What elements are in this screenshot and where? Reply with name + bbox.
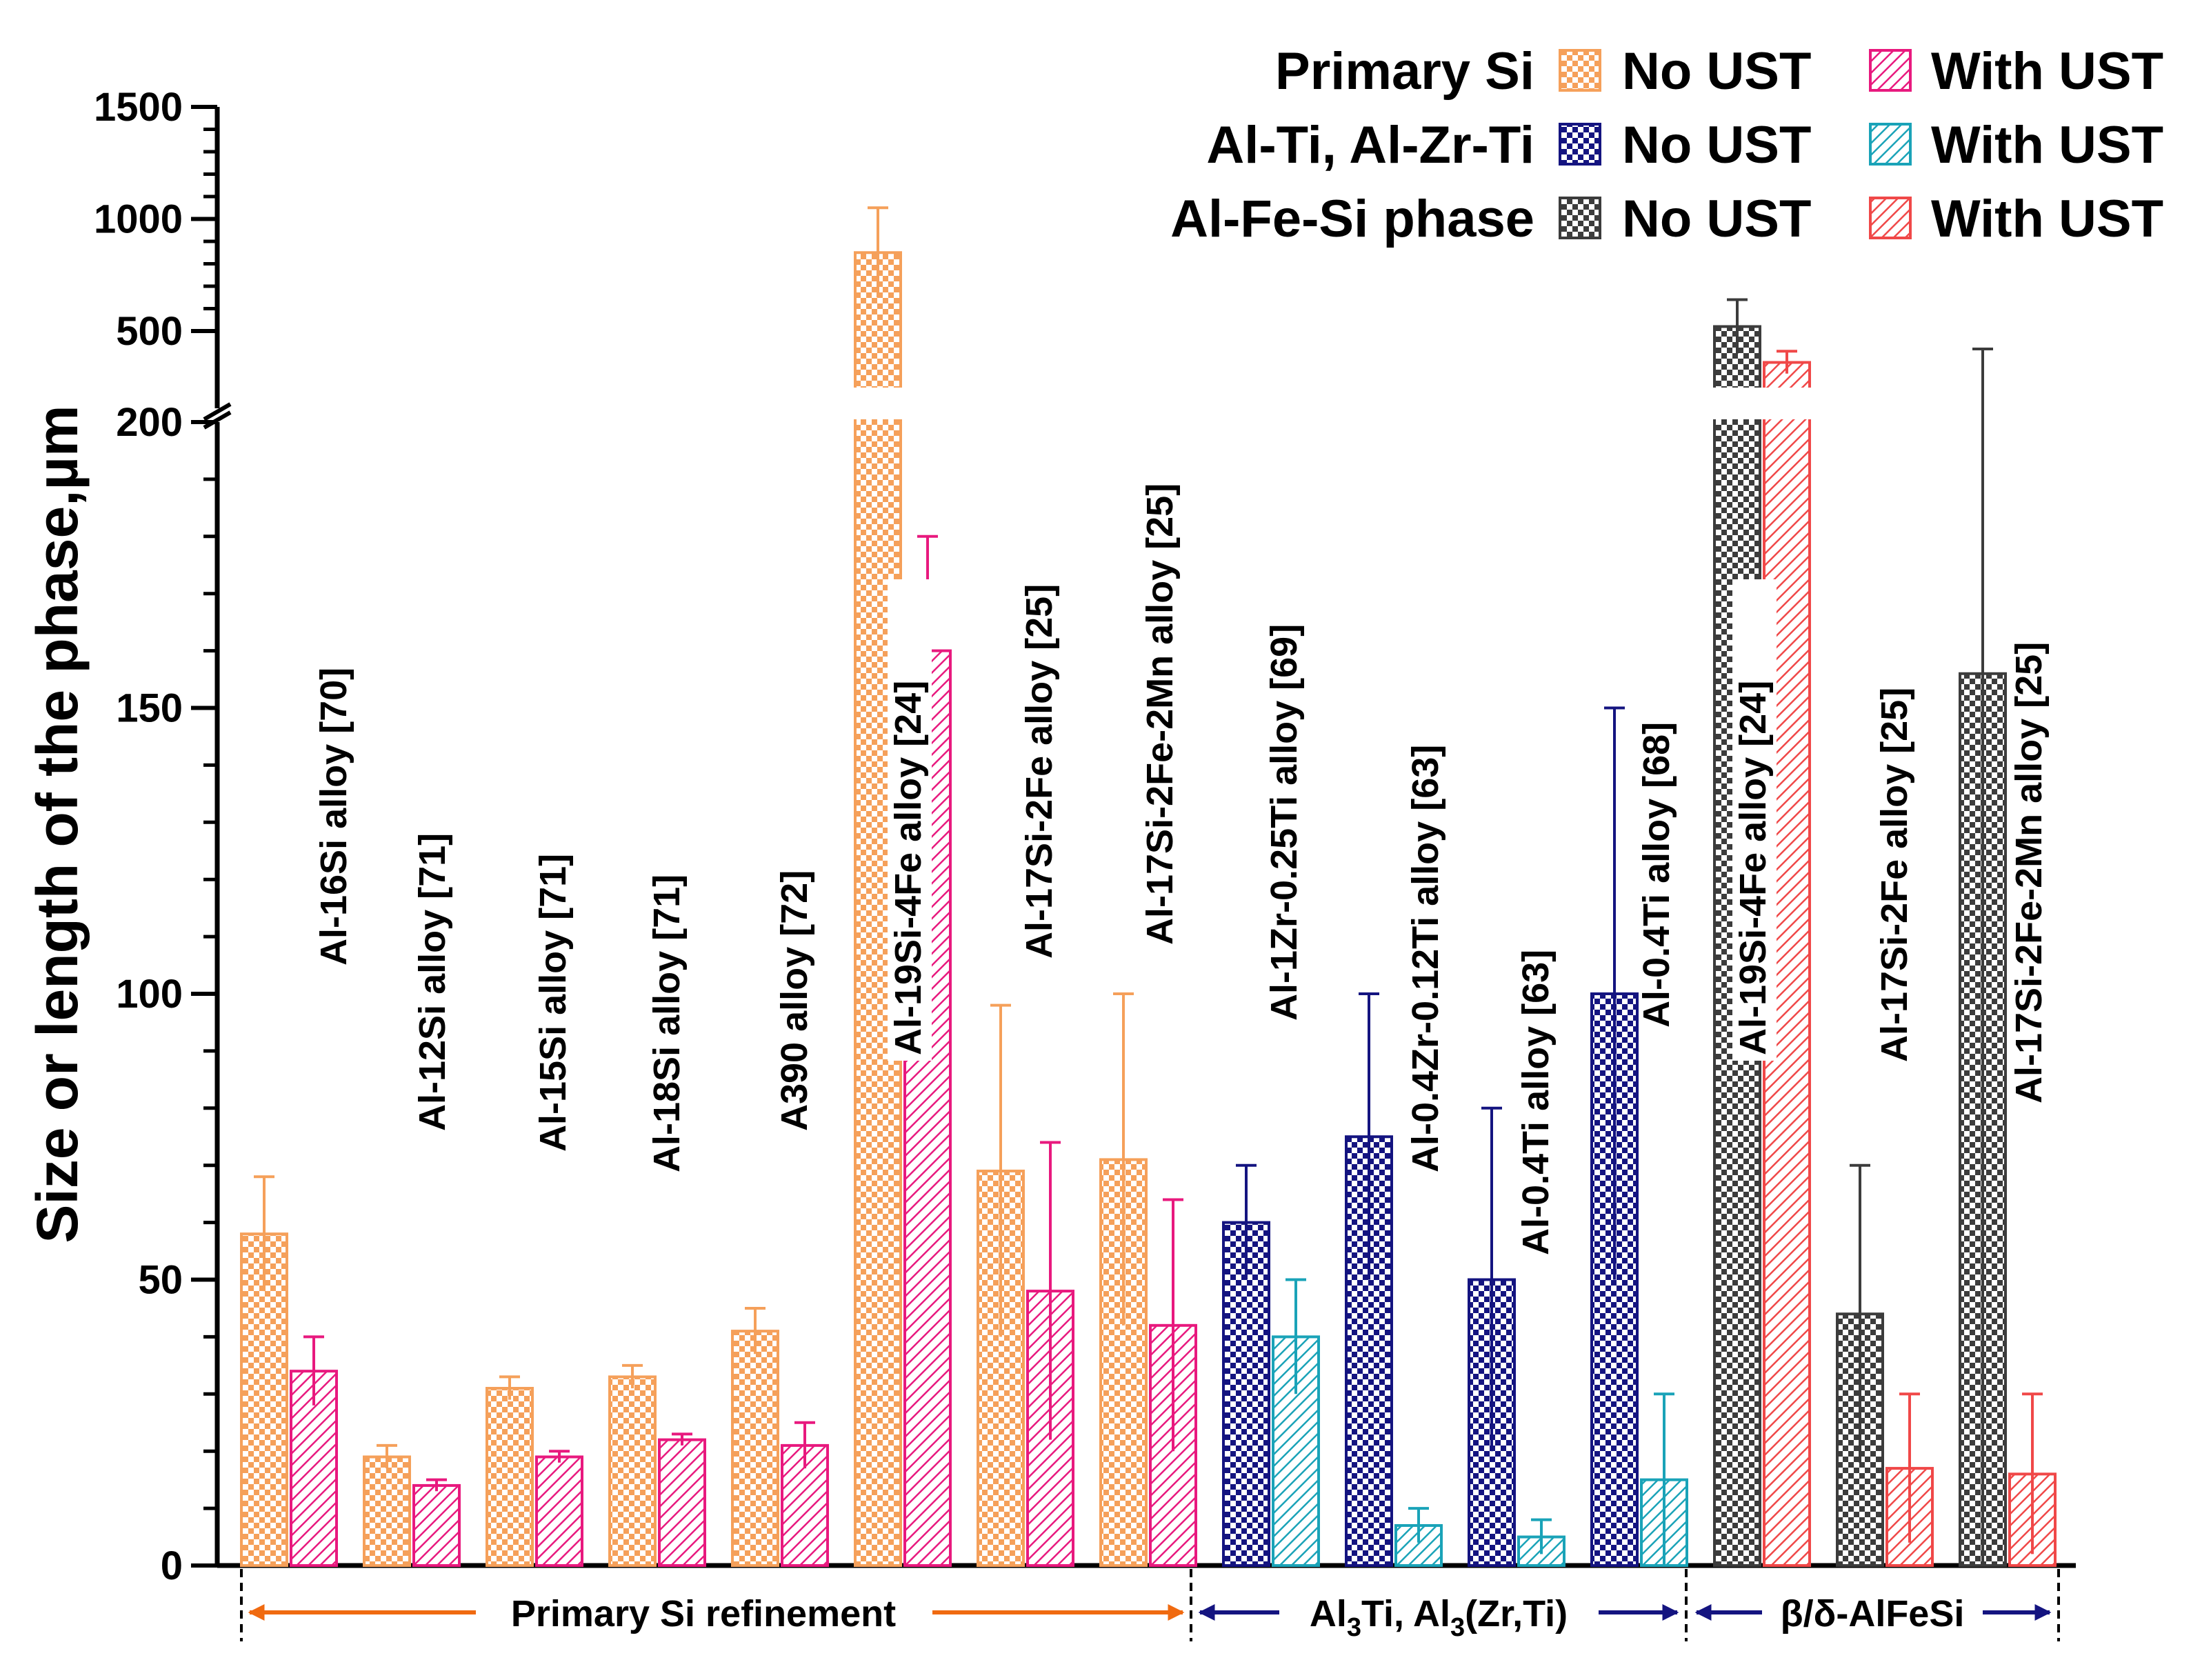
bar-with-ust <box>658 1438 706 1568</box>
y-tick-label: 500 <box>116 309 183 354</box>
legend-with-ust-label: With UST <box>1931 116 2163 174</box>
legend-swatch-no-ust <box>1559 49 1601 92</box>
bar-label: Al-17Si-2Fe-2Mn alloy [25] <box>2008 642 2050 1103</box>
bar-label-group: Al-0.4Ti alloy [63] <box>1515 950 1557 1255</box>
subscript: 3 <box>1347 1613 1361 1642</box>
legend-swatch-no-ust <box>1559 197 1601 239</box>
bar-label: Al-19Si-4Fe alloy [24] <box>1732 681 1774 1055</box>
legend-swatch-with-ust <box>1869 49 1912 92</box>
group-label-alfesi: β/δ-AlFeSi <box>1781 1593 1965 1634</box>
bar-label: Al-0.4Ti alloy [68] <box>1636 722 1677 1028</box>
bar-label-group: Al-12Si alloy [71] <box>412 833 453 1131</box>
bars <box>240 206 2057 1568</box>
bar-break-gap <box>852 388 903 419</box>
legend-row-label: Al-Fe-Si phase <box>1170 190 1534 248</box>
y-tick-label: 200 <box>116 400 183 445</box>
legend: Primary Si No UST With UST Al-Ti, Al-Zr-Ti N… <box>1170 42 2163 248</box>
label-part: Al <box>1310 1593 1347 1634</box>
group-label-al3ti: Al3Ti, Al3(Zr,Ti) <box>1310 1593 1568 1642</box>
bar-label: Al-17Si-2Fe-2Mn alloy [25] <box>1139 483 1181 945</box>
bar-label: Al-1Zr-0.25Ti alloy [69] <box>1263 624 1305 1021</box>
legend-swatch-with-ust <box>1869 123 1912 166</box>
subscript: 3 <box>1450 1613 1465 1642</box>
bar-label-background <box>888 579 932 1061</box>
bar-break-gap <box>1761 388 1812 419</box>
bar-label: A390 alloy [72] <box>774 870 815 1131</box>
bar-label-group: Al-0.4Ti alloy [68] <box>1636 722 1677 1028</box>
bar-label-group: Al-1Zr-0.25Ti alloy [69] <box>1263 624 1305 1021</box>
bar-with-ust <box>535 1455 583 1567</box>
y-tick-label: 1500 <box>94 85 183 130</box>
label-part: Ti, Al <box>1361 1593 1450 1634</box>
bar-label-group: Al-19Si-4Fe alloy [24] <box>888 579 932 1061</box>
bar-no-ust <box>486 1387 534 1567</box>
legend-no-ust-label: No UST <box>1622 116 1811 174</box>
y-tick-label: 100 <box>116 972 183 1017</box>
label-part: (Zr,Ti) <box>1465 1593 1568 1634</box>
y-tick-label: 150 <box>116 686 183 731</box>
legend-row-label: Primary Si <box>1275 42 1534 101</box>
bar-break-gap <box>1712 388 1763 419</box>
y-axis-title: Size or length of the phase,µm <box>25 405 90 1243</box>
group-label-primary-si: Primary Si refinement <box>511 1593 896 1634</box>
bar-with-ust <box>412 1483 461 1567</box>
bar-no-ust <box>731 1330 779 1567</box>
bar-label: Al-18Si alloy [71] <box>646 874 688 1172</box>
bar-label-group: Al-16Si alloy [70] <box>313 668 354 966</box>
bar-label-group: Al-17Si-2Fe-2Mn alloy [25] <box>2008 642 2050 1103</box>
bar-label-group: Al-17Si-2Fe-2Mn alloy [25] <box>1139 483 1181 945</box>
bar-label-group: Al-17Si-2Fe alloy [25] <box>1874 688 1915 1062</box>
y-tick-label: 50 <box>138 1258 183 1303</box>
legend-swatch-no-ust <box>1559 123 1601 166</box>
bar-label-group: Al-15Si alloy [71] <box>532 854 574 1152</box>
bar-label-group: Al-0.4Zr-0.12Ti alloy [63] <box>1405 745 1446 1172</box>
bar-no-ust <box>608 1375 657 1568</box>
legend-with-ust-label: With UST <box>1931 42 2163 101</box>
bar-label: Al-16Si alloy [70] <box>313 668 354 966</box>
bar-label-group: A390 alloy [72] <box>774 870 815 1131</box>
bar-label-group: Al-18Si alloy [71] <box>646 874 688 1172</box>
legend-row-label: Al-Ti, Al-Zr-Ti <box>1206 116 1534 174</box>
legend-no-ust-label: No UST <box>1622 190 1811 248</box>
y-tick-label: 1000 <box>94 197 183 242</box>
legend-no-ust-label: No UST <box>1622 42 1811 101</box>
legend-swatch-with-ust <box>1869 197 1912 239</box>
bar-label: Al-15Si alloy [71] <box>532 854 574 1152</box>
bar-label: Al-12Si alloy [71] <box>412 833 453 1131</box>
bar-no-ust <box>363 1455 411 1567</box>
y-tick-label: 0 <box>161 1543 183 1588</box>
bar-label: Al-0.4Zr-0.12Ti alloy [63] <box>1405 745 1446 1172</box>
bar-label: Al-17Si-2Fe alloy [25] <box>1874 688 1915 1062</box>
legend-with-ust-label: With UST <box>1931 190 2163 248</box>
bar-label: Al-17Si-2Fe alloy [25] <box>1019 584 1060 959</box>
group-annotations: Primary Si refinement Al3Ti, Al3(Zr,Ti) β/… <box>240 1569 2060 1642</box>
bar-labels: Al-16Si alloy [70] Al-12Si alloy [71] Al-1… <box>313 483 2050 1255</box>
bar-label-group: Al-19Si-4Fe alloy [24] <box>1732 579 1777 1061</box>
bar-label-background <box>1732 579 1777 1061</box>
bar-label-group: Al-17Si-2Fe alloy [25] <box>1019 584 1060 959</box>
bar-label: Al-19Si-4Fe alloy [24] <box>888 681 929 1055</box>
bar-label: Al-0.4Ti alloy [63] <box>1515 950 1557 1255</box>
